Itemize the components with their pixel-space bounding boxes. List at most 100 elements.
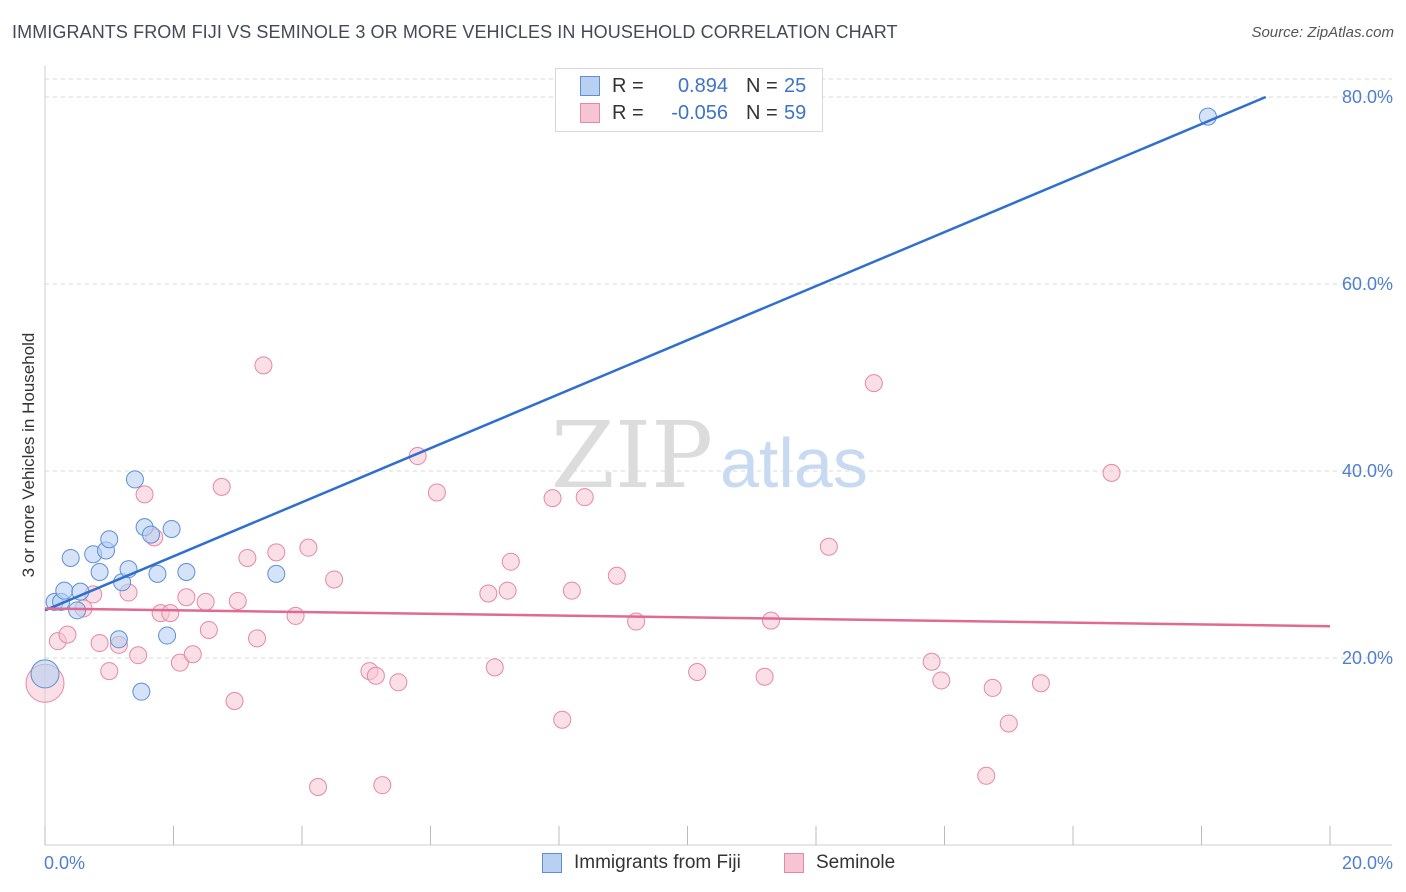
seminole-point: [228, 591, 247, 610]
seminole-point: [366, 666, 385, 685]
seminole-point: [183, 645, 202, 664]
fiji-point: [100, 530, 119, 549]
watermark-zip: ZIP: [551, 402, 713, 509]
legend-n-label: N =: [746, 101, 778, 124]
seminole-point: [1031, 674, 1050, 693]
seminole-point: [373, 776, 392, 795]
seminole-point: [177, 588, 196, 607]
seminole-point: [90, 634, 109, 653]
seminole-point: [762, 611, 781, 630]
series-legend: Immigrants from Fiji Seminole: [0, 852, 1406, 878]
seminole-point: [212, 477, 231, 496]
fiji-point: [177, 562, 196, 581]
trend-lines: [44, 95, 1331, 628]
legend-r-value: -0.056: [671, 101, 728, 124]
seminole-point: [553, 710, 572, 729]
chart-title: IMMIGRANTS FROM FIJI VS SEMINOLE 3 OR MO…: [12, 22, 898, 42]
seminole-point: [161, 604, 180, 623]
seminole-point: [135, 485, 154, 504]
seminole-point: [999, 714, 1018, 733]
fiji-point: [148, 564, 167, 583]
fiji-point: [267, 564, 286, 583]
seminole-point: [58, 625, 77, 644]
y-axis-label: 3 or more Vehicles in Household: [19, 333, 38, 578]
seminole-point: [389, 673, 408, 692]
seminole-point: [864, 374, 883, 393]
seminole-point: [819, 537, 838, 556]
legend-n-value: 25: [784, 74, 807, 97]
fiji-point: [158, 626, 177, 645]
fiji-point: [142, 525, 161, 544]
fiji-points: [30, 107, 1217, 701]
seminole-point: [225, 692, 244, 711]
fiji-point: [162, 519, 181, 538]
legend-swatch-fiji: [580, 76, 600, 96]
correlation-legend: R = 0.894 N = 25 R = -0.056 N = 59: [555, 68, 823, 132]
seminole-point: [501, 552, 520, 571]
legend-r-label: R =: [612, 74, 644, 97]
tick-labels: 20.0% 40.0% 60.0% 80.0% 0.0% 20.0%: [44, 87, 1393, 873]
seminole-point: [562, 581, 581, 600]
seminole-point: [543, 489, 562, 508]
seminole-point: [199, 620, 218, 639]
seminole-point: [309, 778, 328, 797]
y-tick-label: 20.0%: [1342, 648, 1393, 668]
seminole-point: [427, 483, 446, 502]
fiji-point: [55, 581, 74, 600]
legend-swatch-seminole: [580, 103, 600, 123]
fiji-point: [109, 630, 128, 649]
seminole-point: [238, 548, 257, 567]
legend-item-fiji[interactable]: Immigrants from Fiji: [542, 852, 741, 874]
legend-r-label: R =: [612, 101, 644, 124]
axes: [44, 66, 1392, 846]
y-tick-label: 80.0%: [1342, 87, 1393, 107]
watermark: ZIP atlas: [551, 402, 868, 509]
seminole-point: [932, 671, 951, 690]
seminole-point: [325, 570, 344, 589]
x-tick-label: 20.0%: [1342, 853, 1393, 873]
legend-label-fiji: Immigrants from Fiji: [574, 852, 741, 873]
seminole-point: [575, 488, 594, 507]
fiji-point: [132, 682, 151, 701]
seminole-trend-line: [44, 607, 1331, 628]
seminole-point: [254, 356, 273, 375]
seminole-point: [755, 667, 774, 686]
seminole-point: [977, 766, 996, 785]
legend-item-seminole[interactable]: Seminole: [784, 852, 895, 874]
fiji-point: [68, 601, 87, 620]
seminole-point: [983, 678, 1002, 697]
legend-row-seminole: R = -0.056 N = 59: [580, 100, 806, 126]
source-credit: Source: ZipAtlas.com: [1251, 24, 1394, 41]
fiji-trend-line: [44, 95, 1267, 612]
fiji-point: [90, 562, 109, 581]
watermark-atlas: atlas: [720, 424, 868, 502]
seminole-point: [286, 606, 305, 625]
legend-label-seminole: Seminole: [816, 852, 896, 873]
seminole-point: [267, 543, 286, 562]
seminole-point: [196, 592, 215, 611]
legend-row-fiji: R = 0.894 N = 25: [580, 73, 806, 99]
grid-lines: [45, 78, 1392, 659]
seminole-point: [607, 566, 626, 585]
seminole-point: [248, 629, 267, 648]
seminole-point: [1102, 463, 1121, 482]
fiji-point: [125, 470, 144, 489]
seminole-point: [100, 662, 119, 681]
seminole-point: [485, 658, 504, 677]
seminole-point: [498, 581, 517, 600]
fiji-point: [61, 548, 80, 567]
legend-n-label: N =: [746, 74, 778, 97]
seminole-point: [479, 584, 498, 603]
y-tick-label: 40.0%: [1342, 461, 1393, 481]
seminole-point: [299, 538, 318, 557]
seminole-point: [922, 652, 941, 671]
x-tick-label: 0.0%: [44, 853, 85, 873]
legend-r-value: 0.894: [677, 74, 728, 97]
fiji-point: [30, 659, 60, 689]
legend-swatch-seminole: [784, 853, 804, 873]
seminole-point: [129, 646, 148, 665]
legend-swatch-fiji: [542, 853, 562, 873]
legend-n-value: 59: [784, 101, 807, 124]
seminole-point: [170, 653, 189, 672]
